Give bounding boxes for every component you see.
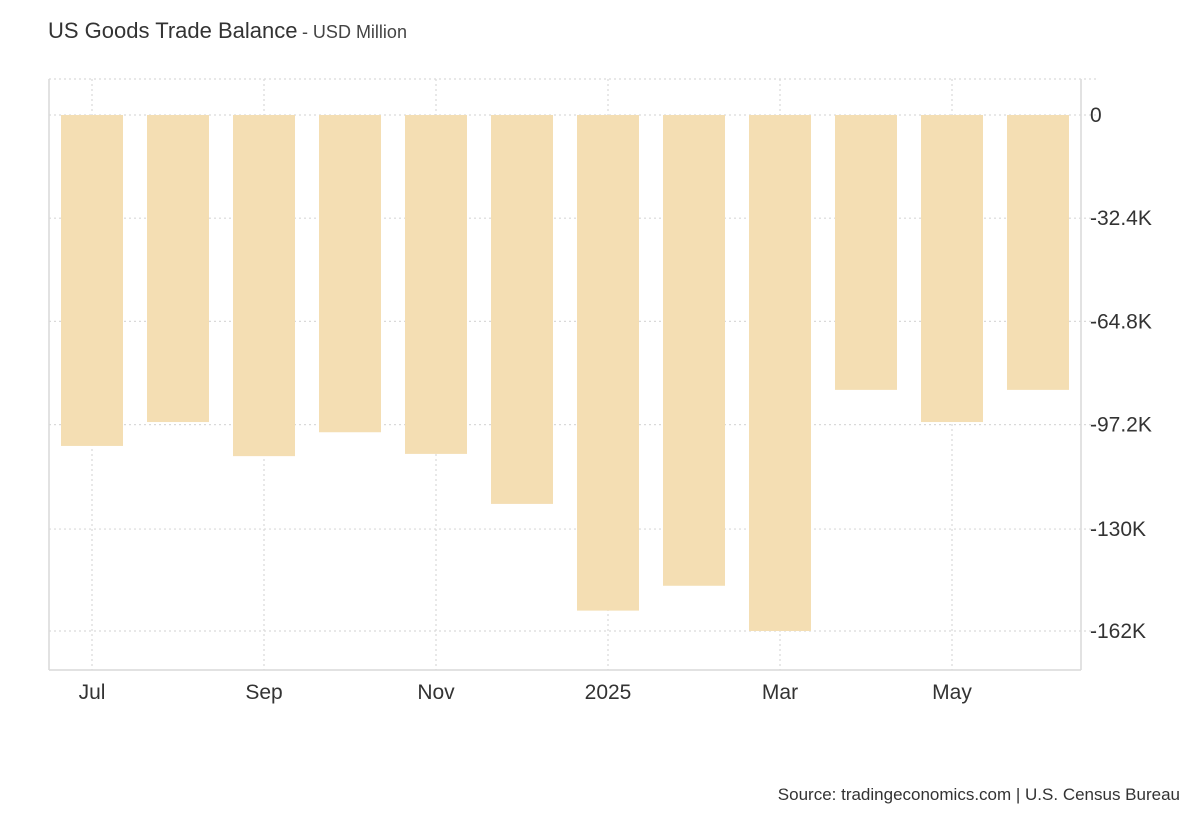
chart-title: US Goods Trade Balance	[48, 18, 298, 43]
y-tick-label: 0	[1090, 104, 1102, 127]
chart-subtitle: - USD Million	[301, 22, 407, 42]
bars	[61, 115, 1069, 631]
x-tick-label: Jul	[79, 681, 106, 704]
bar-sep	[233, 115, 295, 457]
x-tick-label: Mar	[762, 681, 798, 704]
bar-jun	[1007, 115, 1069, 390]
source-note: Source: tradingeconomics.com | U.S. Cens…	[777, 785, 1180, 804]
bar-dec	[491, 115, 553, 504]
axes	[48, 79, 1082, 671]
x-tick-labels: Jul Sep Nov 2025 Mar May	[79, 681, 973, 704]
bar-nov	[405, 115, 467, 454]
bar-mar	[749, 115, 811, 631]
bar-aug	[147, 115, 209, 423]
x-tick-label: May	[932, 681, 972, 704]
bar-apr	[835, 115, 897, 390]
bar-may	[921, 115, 983, 423]
x-tick-label: Sep	[245, 681, 282, 704]
x-tick-label: 2025	[585, 681, 632, 704]
y-tick-labels: 0 -32.4K -64.8K -97.2K -130K -162K	[1090, 104, 1152, 643]
chart-header: US Goods Trade Balance - USD Million	[48, 18, 407, 44]
bar-oct	[319, 115, 381, 433]
bar-jul	[61, 115, 123, 446]
y-tick-label: -162K	[1090, 620, 1146, 643]
y-tick-label: -32.4K	[1090, 207, 1152, 230]
bar-2025	[577, 115, 639, 611]
y-tick-label: -97.2K	[1090, 414, 1152, 437]
y-tick-label: -64.8K	[1090, 310, 1152, 333]
bar-feb	[663, 115, 725, 586]
y-tick-label: -130K	[1090, 518, 1146, 541]
x-tick-label: Nov	[417, 681, 455, 704]
